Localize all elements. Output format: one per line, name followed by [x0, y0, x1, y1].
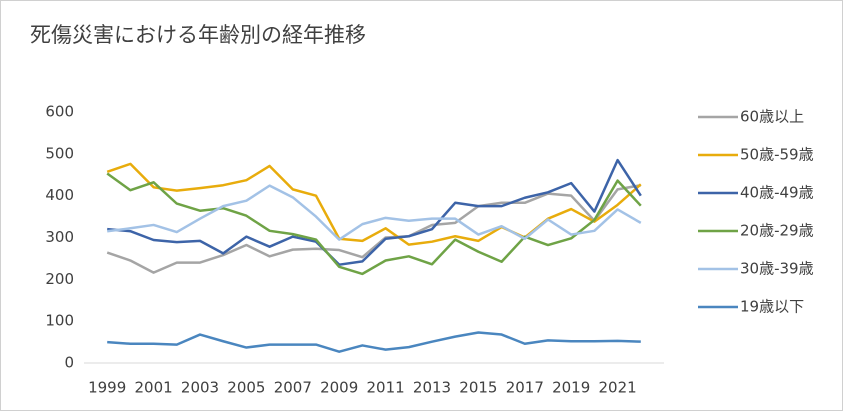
legend-label: 20歳-29歳	[740, 222, 814, 240]
legend-label: 19歳以下	[740, 298, 804, 316]
x-tick-label: 2003	[181, 379, 219, 397]
legend-label: 50歳-59歳	[740, 146, 814, 164]
y-tick-label: 200	[45, 270, 74, 288]
x-tick-label: 2013	[413, 379, 451, 397]
series-line	[107, 158, 642, 266]
y-tick-label: 500	[45, 144, 74, 162]
series-line	[106, 172, 642, 276]
x-tick-label: 2021	[599, 379, 637, 397]
x-tick-label: 2017	[506, 379, 544, 397]
y-tick-label: 100	[45, 312, 74, 330]
x-tick-label: 2019	[552, 379, 590, 397]
x-tick-label: 2015	[459, 379, 497, 397]
x-tick-label: 2007	[274, 379, 312, 397]
x-tick-label: 2011	[367, 379, 405, 397]
x-tick-label: 2009	[320, 379, 358, 397]
legend-label: 30歳-39歳	[740, 260, 814, 278]
series-line	[106, 183, 642, 274]
y-tick-label: 600	[45, 103, 74, 121]
series-line	[107, 184, 642, 241]
x-tick-label: 2001	[135, 379, 173, 397]
y-tick-label: 400	[45, 186, 74, 204]
series-line	[106, 162, 642, 246]
y-tick-label: 300	[45, 228, 74, 246]
legend-label: 40歳-49歳	[740, 184, 814, 202]
series-line	[107, 331, 641, 353]
legend-label: 60歳以上	[740, 108, 804, 126]
x-tick-label: 2005	[227, 379, 265, 397]
x-tick-label: 1999	[88, 379, 126, 397]
chart-title: 死傷災害における年齢別の経年推移	[30, 23, 366, 47]
y-tick-label: 0	[64, 354, 74, 372]
